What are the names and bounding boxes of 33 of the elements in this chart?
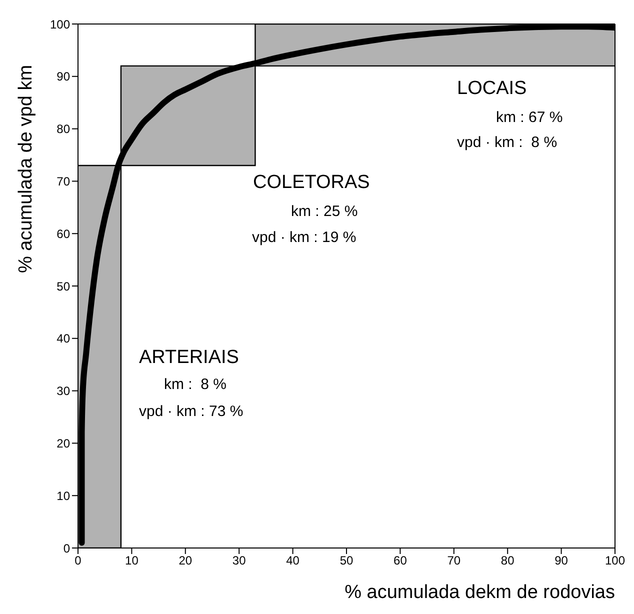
- x-tick-label: 80: [500, 554, 515, 568]
- x-tick-label: 70: [447, 554, 461, 568]
- y-axis-title: % acumulada de vpd km: [15, 64, 36, 274]
- y-tick-label: 60: [56, 226, 70, 241]
- annotation: km : 67 %: [496, 108, 563, 126]
- annotation: COLETORAS: [253, 172, 370, 194]
- y-tick-label: 40: [56, 332, 70, 346]
- y-tick-label: 20: [56, 436, 70, 450]
- annotation: km : 8 %: [164, 376, 227, 393]
- annotation: vpd · km : 19 %: [252, 228, 356, 246]
- x-tick-label: 90: [554, 554, 568, 568]
- y-tick-label: 100: [50, 17, 70, 32]
- x-tick-label: 20: [178, 554, 192, 568]
- annotation: ARTERIAIS: [139, 347, 239, 368]
- annotation: vpd · km : 73 %: [139, 402, 244, 420]
- y-tick-label: 30: [56, 384, 70, 398]
- y-tick-label: 90: [56, 70, 70, 84]
- y-tick-label: 80: [56, 122, 70, 136]
- x-tick-label: 0: [74, 554, 82, 568]
- x-tick-label: 40: [286, 554, 300, 568]
- annotation: LOCAIS: [457, 78, 527, 100]
- x-tick-label: 50: [340, 554, 354, 568]
- annotation: km : 25 %: [291, 202, 358, 220]
- x-tick-label: 60: [394, 554, 408, 568]
- y-tick-label: 50: [56, 279, 70, 294]
- x-tick-label: 10: [125, 554, 139, 568]
- x-tick-label: 100: [604, 554, 626, 568]
- y-tick-label: 70: [56, 174, 70, 188]
- y-tick-label: 10: [56, 488, 70, 503]
- y-tick-label: 0: [63, 541, 70, 556]
- x-tick-label: 30: [232, 554, 246, 568]
- annotation: vpd · km : 8 %: [457, 134, 558, 151]
- x-axis-title: % acumulada dekm de rodovias: [344, 582, 615, 603]
